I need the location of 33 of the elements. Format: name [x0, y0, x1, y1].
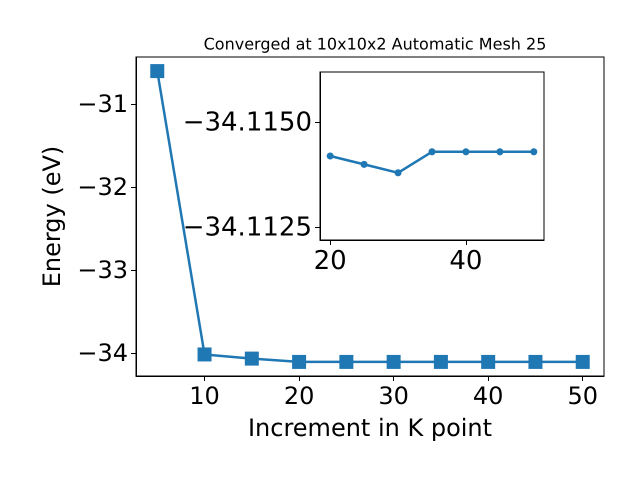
y-tick-label: −34.1125 — [182, 212, 312, 242]
x-tick-label: 20 — [314, 246, 347, 276]
y-tick-label: −34 — [77, 338, 128, 367]
point — [462, 148, 470, 156]
chart-title: Converged at 10x10x2 Automatic Mesh 25 — [204, 34, 546, 54]
point — [576, 354, 590, 369]
y-axis-title: Energy (eV) — [38, 146, 66, 288]
point — [394, 169, 402, 176]
point — [244, 352, 259, 366]
y-tick-label: −31 — [77, 90, 128, 118]
x-tick-label: 50 — [567, 382, 598, 410]
point — [428, 148, 436, 156]
point — [530, 148, 538, 156]
y-tick-label: −34.1150 — [182, 107, 312, 138]
point — [481, 354, 496, 369]
point — [150, 64, 164, 78]
point — [292, 354, 306, 369]
point — [339, 354, 354, 369]
point — [386, 354, 401, 369]
y-tick-label: −32 — [77, 173, 128, 202]
x-tick-label: 10 — [189, 382, 220, 410]
x-tick-label: 30 — [378, 382, 409, 410]
y-tick-label: −33 — [77, 256, 128, 284]
x-axis-title: Increment in K point — [248, 414, 492, 442]
point — [360, 160, 368, 168]
point — [434, 354, 448, 369]
x-tick-label: 20 — [284, 382, 314, 410]
point — [326, 152, 334, 160]
x-tick-label: 40 — [472, 382, 504, 410]
x-tick-label: 40 — [449, 246, 482, 276]
point — [198, 347, 212, 362]
point — [528, 354, 542, 369]
point — [496, 148, 504, 156]
